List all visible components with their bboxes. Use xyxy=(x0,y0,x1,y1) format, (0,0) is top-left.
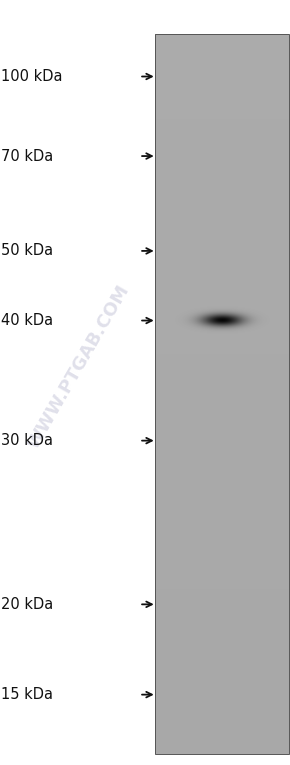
Bar xyxy=(155,34,289,754)
Text: 15 kDa: 15 kDa xyxy=(1,687,53,702)
Text: WWW.PTGAB.COM: WWW.PTGAB.COM xyxy=(24,282,133,452)
Text: 70 kDa: 70 kDa xyxy=(1,148,54,164)
Text: 100 kDa: 100 kDa xyxy=(1,69,63,84)
Text: 30 kDa: 30 kDa xyxy=(1,433,53,448)
Text: 50 kDa: 50 kDa xyxy=(1,243,54,259)
Text: 40 kDa: 40 kDa xyxy=(1,313,54,328)
Text: 20 kDa: 20 kDa xyxy=(1,597,54,612)
